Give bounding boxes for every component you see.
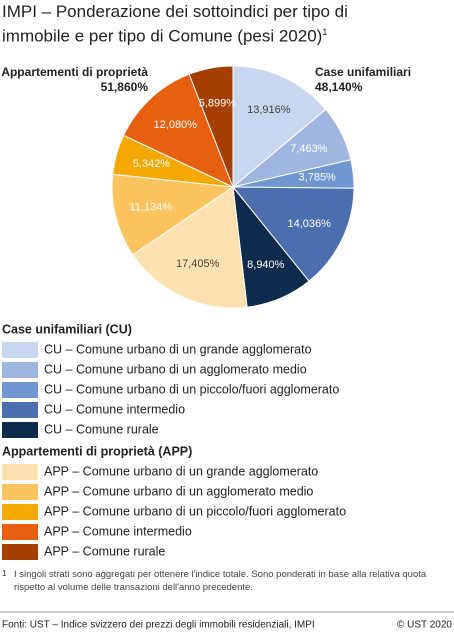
legend-swatch [2,362,38,378]
legend-swatch [2,524,38,540]
legend-label: APP – Comune intermedio [44,524,192,538]
pie-slice [232,65,327,189]
data-label: 8,940% [247,259,285,271]
title-text: IMPI – Ponderazione dei sottoindici per … [2,2,348,46]
legend-label: CU – Comune intermedio [44,402,185,416]
pie-slice [231,186,355,282]
source: Fonti: UST – Indice svizzero dei prezzi … [2,620,315,631]
legend-title: Appartementi di proprietà (APP) [2,444,192,458]
pie-slice [188,65,234,188]
copyright: © UST 2020 [397,620,452,631]
legend-swatch [2,464,38,480]
footnote: I singoli strati sono aggregati per otte… [14,569,427,593]
legend-label: APP – Comune rurale [44,544,165,558]
data-label: 12,080% [154,119,198,131]
chart-title: IMPI – Ponderazione dei sottoindici per … [2,1,402,47]
data-label: 5,342% [133,158,171,170]
legend-swatch [2,504,38,520]
legend-swatch [2,382,38,398]
data-label: 14,036% [288,218,332,230]
data-label: 3,785% [299,172,337,184]
group-total: 51,860% [101,80,149,94]
group-label: Appartementi di proprietà [1,65,148,79]
legend-label: APP – Comune urbano di un piccolo/fuori … [44,504,346,518]
legend-label: APP – Comune urbano di un agglomerato me… [44,484,313,498]
pie-slice [122,73,234,188]
legend-label: APP – Comune urbano di un grande agglome… [44,464,318,478]
legend-label: CU – Comune urbano di un piccolo/fuori a… [44,382,339,396]
pie-slice [132,186,248,309]
data-label: 5,899% [199,98,237,110]
legend-swatch [2,484,38,500]
legend-swatch [2,402,38,418]
legend-label: CU – Comune urbano di un grande agglomer… [44,342,312,356]
legend-label: CU – Comune rurale [44,422,159,436]
title-note: 1 [322,27,328,37]
group-label: Case unifamiliari [315,65,411,79]
legend-label: CU – Comune urbano di un agglomerato med… [44,362,307,376]
group-total: 48,140% [315,80,363,94]
legend-swatch [2,342,38,358]
legend-swatch [2,544,38,560]
legend-title: Case unifamiliari (CU) [2,322,132,336]
pie-slice [111,173,235,256]
data-label: 11,134% [130,201,173,213]
data-label: 13,916% [247,104,291,116]
footnote-mark: 1 [2,569,7,578]
data-label: 17,405% [176,258,220,270]
legend-swatch [2,422,38,438]
data-label: 7,463% [290,143,328,155]
